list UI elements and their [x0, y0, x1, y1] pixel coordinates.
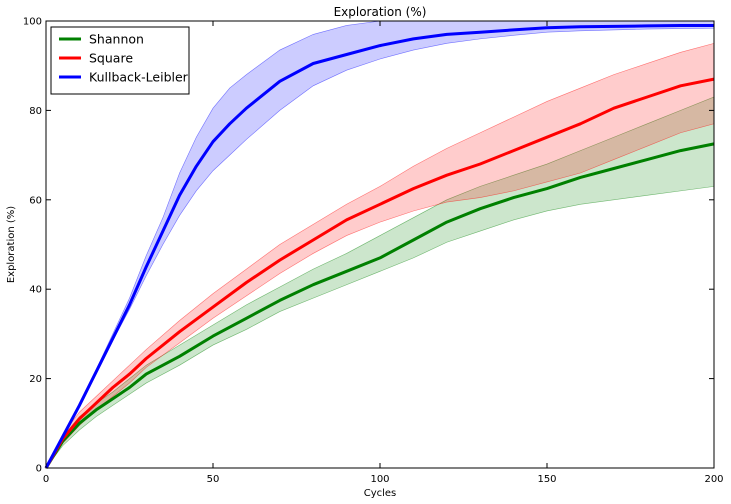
x-axis-label: Cycles — [364, 488, 397, 499]
legend-label-shannon: Shannon — [89, 32, 144, 47]
legend: Shannon Square Kullback-Leibler — [50, 26, 190, 95]
y-tick-label: 20 — [29, 374, 42, 385]
y-tick-label: 0 — [36, 464, 42, 475]
chart-title: Exploration (%) — [334, 5, 427, 19]
x-axis-ticks: 0 50 100 150 200 — [43, 21, 724, 485]
x-tick-label: 100 — [370, 474, 389, 485]
y-tick-label: 80 — [29, 106, 42, 117]
y-tick-label: 100 — [23, 17, 42, 28]
y-tick-label: 60 — [29, 195, 42, 206]
x-tick-label: 0 — [43, 474, 49, 485]
y-axis-ticks: 0 20 40 60 80 100 — [23, 17, 714, 475]
legend-box — [50, 26, 190, 95]
x-tick-label: 150 — [537, 474, 556, 485]
line-shannon — [44, 142, 715, 469]
series-lines — [44, 24, 715, 469]
line-square — [44, 77, 715, 469]
x-tick-label: 200 — [704, 474, 723, 485]
legend-label-kullback-leibler: Kullback-Leibler — [89, 70, 189, 85]
legend-label-square: Square — [89, 51, 133, 66]
line-kullback-leibler — [44, 24, 714, 469]
x-tick-label: 50 — [207, 474, 220, 485]
y-axis-label: Exploration (%) — [6, 206, 17, 283]
y-tick-label: 40 — [29, 285, 42, 296]
